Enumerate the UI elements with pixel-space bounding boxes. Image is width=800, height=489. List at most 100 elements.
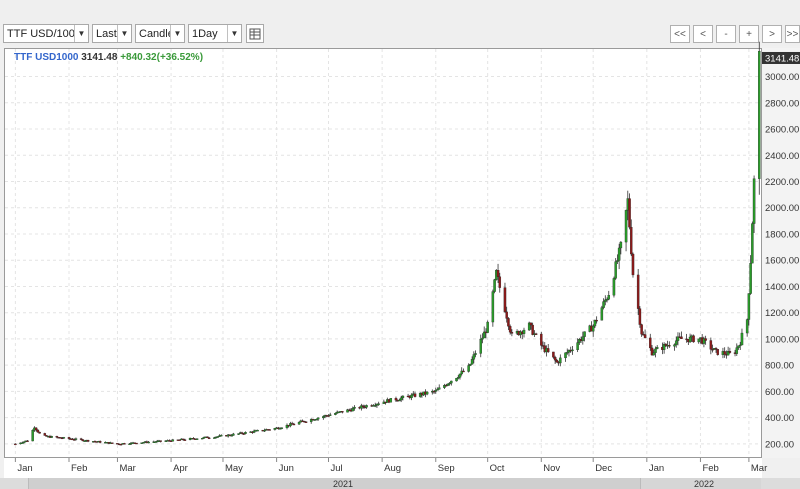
candle-body (457, 377, 460, 379)
x-tick-label: Feb (71, 463, 87, 474)
y-tick-label: 2200.00 (765, 177, 799, 188)
price-field-select[interactable]: Last ▼ (92, 24, 132, 43)
candle-body (723, 351, 726, 355)
candle-body (709, 340, 713, 350)
plot-area[interactable] (4, 48, 762, 458)
candle-body (147, 441, 150, 444)
candle-body (398, 399, 401, 402)
candle-body (493, 279, 496, 292)
candle-body (399, 397, 403, 401)
x-tick-label: Jan (649, 463, 664, 474)
candle-body (268, 429, 271, 431)
candle-body (740, 332, 744, 346)
candle-body (576, 342, 579, 351)
year-scrollbar[interactable] (0, 478, 800, 489)
chevron-down-icon: ▼ (227, 25, 241, 42)
candle-body (280, 427, 284, 429)
candle-body (142, 442, 145, 444)
candle-body (322, 416, 325, 419)
candle-body (413, 393, 417, 397)
candle-body (240, 432, 244, 434)
candle-body (565, 352, 569, 354)
y-tick-label: 400.00 (765, 413, 794, 424)
candle-body (638, 308, 642, 325)
x-tick-label: Aug (384, 463, 401, 474)
candle-body (564, 352, 567, 359)
candle-body (578, 339, 581, 343)
candle-body (410, 394, 413, 398)
candle-body (640, 324, 643, 335)
price-field-value: Last (96, 27, 117, 40)
legend-change: +840.32(+36.52%) (120, 52, 204, 63)
interval-select[interactable]: 1Day ▼ (188, 24, 242, 43)
candle-body (503, 287, 507, 313)
candle-body (745, 319, 749, 334)
nav-prev-button[interactable]: < (693, 25, 713, 43)
x-axis-panel (4, 458, 762, 478)
candle-body (600, 307, 604, 321)
zoom-out-button[interactable]: - (716, 25, 736, 43)
candle-body (643, 334, 647, 339)
candle-body (508, 326, 512, 333)
candle-body (207, 437, 211, 440)
candle-body (230, 435, 233, 437)
candle-body (304, 421, 308, 423)
x-tick-label: Dec (595, 463, 612, 474)
x-tick-label: Apr (173, 463, 188, 474)
candle-body (614, 261, 617, 279)
nav-first-button[interactable]: << (670, 25, 690, 43)
legend-symbol: TTF USD1000 (14, 52, 79, 63)
candle-body (747, 293, 751, 320)
candle-body (619, 241, 623, 249)
candle-body (171, 439, 175, 442)
candle-body (285, 424, 289, 428)
candle-body (749, 262, 752, 294)
nav-next-button[interactable]: > (762, 25, 782, 43)
candle-body (21, 442, 24, 444)
x-tick-label: Oct (490, 463, 505, 474)
candle-body (292, 423, 296, 426)
symbol-select[interactable]: TTF USD/100 ▼ (3, 24, 89, 43)
table-view-button[interactable] (246, 24, 264, 43)
x-tick-label: Mar (119, 463, 135, 474)
candle-body (498, 276, 502, 288)
y-tick-label: 800.00 (765, 361, 794, 372)
y-tick-label: 1600.00 (765, 256, 799, 267)
candle-body (472, 354, 476, 360)
candle-body (328, 414, 332, 416)
year-segment-2021 (28, 478, 693, 489)
candle-body (434, 390, 438, 392)
candle-body (206, 436, 209, 439)
year-segment-2022 (640, 478, 761, 489)
candle-body (534, 333, 538, 335)
candle-body (67, 437, 71, 439)
candle-body (432, 391, 436, 393)
candle-body (704, 338, 707, 341)
candle-body (128, 443, 131, 446)
candle-body (119, 444, 123, 446)
candle-body (491, 291, 495, 323)
candle-body (26, 440, 29, 442)
last-price-label: 3141.48 (765, 53, 799, 64)
candle-body (655, 346, 659, 350)
candle-body (178, 439, 181, 441)
candle-body (83, 440, 86, 442)
y-tick-label: 1800.00 (765, 229, 799, 240)
candle-body (289, 423, 292, 427)
chart-style-select[interactable]: Candle ▼ (135, 24, 185, 43)
x-tick-label: Jul (331, 463, 343, 474)
zoom-in-button[interactable]: + (739, 25, 759, 43)
candle-body (612, 278, 616, 296)
candle-body (726, 351, 730, 356)
interval-value: 1Day (192, 27, 218, 40)
candle-body (195, 438, 199, 440)
chart-toolbar: TTF USD/100 ▼ Last ▼ Candle ▼ 1Day ▼ << … (0, 0, 800, 46)
candle-body (36, 429, 40, 433)
candle-body (674, 340, 678, 345)
candle-body (571, 349, 574, 352)
candle-body (346, 409, 349, 413)
legend-last-price: 3141.48 (81, 52, 118, 63)
candle-body (232, 433, 235, 436)
candle-body (450, 380, 453, 384)
candle-body (591, 325, 595, 332)
